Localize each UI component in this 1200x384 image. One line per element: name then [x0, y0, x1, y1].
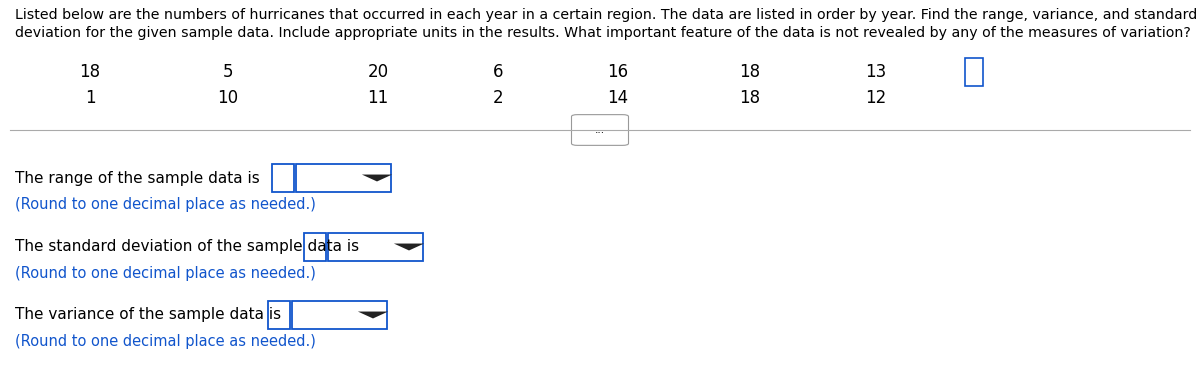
Text: 16: 16 [607, 63, 629, 81]
Text: 1: 1 [85, 89, 95, 107]
FancyBboxPatch shape [965, 58, 983, 86]
Text: The variance of the sample data is: The variance of the sample data is [14, 308, 281, 323]
Text: deviation for the given sample data. Include appropriate units in the results. W: deviation for the given sample data. Inc… [14, 26, 1190, 40]
Text: The range of the sample data is: The range of the sample data is [14, 170, 259, 185]
Text: The standard deviation of the sample data is: The standard deviation of the sample dat… [14, 240, 359, 255]
Text: 5: 5 [223, 63, 233, 81]
FancyBboxPatch shape [268, 301, 290, 329]
Text: (Round to one decimal place as needed.): (Round to one decimal place as needed.) [14, 266, 316, 281]
FancyBboxPatch shape [328, 233, 424, 262]
FancyBboxPatch shape [571, 115, 629, 146]
Text: 20: 20 [367, 63, 389, 81]
Text: 2: 2 [493, 89, 503, 107]
Text: 13: 13 [865, 63, 887, 81]
FancyBboxPatch shape [292, 301, 386, 329]
Text: 10: 10 [217, 89, 239, 107]
Text: (Round to one decimal place as needed.): (Round to one decimal place as needed.) [14, 334, 316, 349]
Polygon shape [358, 311, 388, 318]
Polygon shape [362, 175, 392, 182]
Text: 12: 12 [865, 89, 887, 107]
Text: 14: 14 [607, 89, 629, 107]
Text: (Round to one decimal place as needed.): (Round to one decimal place as needed.) [14, 197, 316, 212]
Text: 11: 11 [367, 89, 389, 107]
Polygon shape [394, 243, 424, 250]
Text: 18: 18 [739, 89, 761, 107]
Text: 6: 6 [493, 63, 503, 81]
FancyBboxPatch shape [272, 164, 294, 192]
FancyBboxPatch shape [296, 164, 391, 192]
Text: 18: 18 [739, 63, 761, 81]
Text: Listed below are the numbers of hurricanes that occurred in each year in a certa: Listed below are the numbers of hurrican… [14, 8, 1198, 22]
Text: ...: ... [595, 125, 605, 135]
Text: 18: 18 [79, 63, 101, 81]
FancyBboxPatch shape [304, 233, 326, 262]
